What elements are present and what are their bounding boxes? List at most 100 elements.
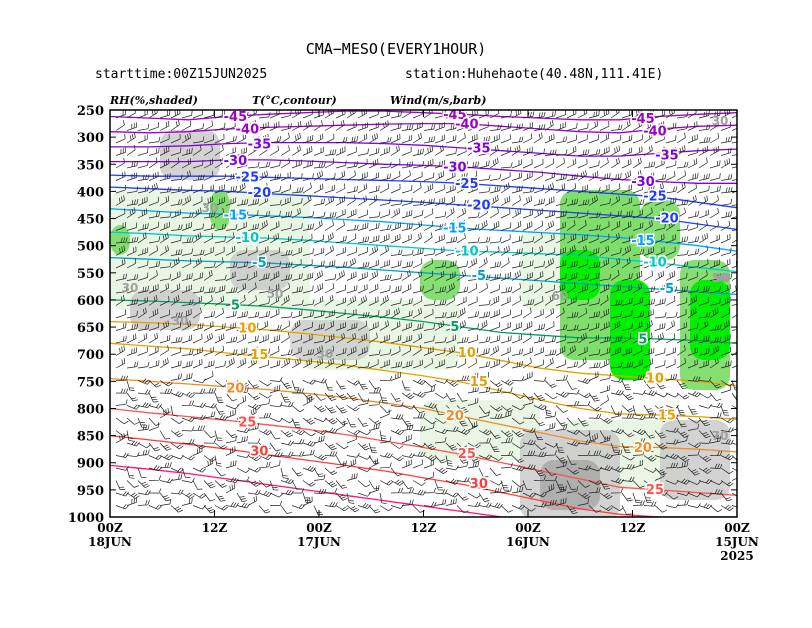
- wind-barb: [533, 404, 547, 411]
- wind-barb: [566, 311, 579, 319]
- wind-barb: [236, 247, 248, 256]
- temperature-label: 10: [458, 346, 476, 361]
- wind-barb: [621, 430, 635, 438]
- wind-barb: [434, 246, 445, 256]
- wind-barb: [258, 112, 271, 119]
- wind-barb: [357, 195, 367, 206]
- wind-barb: [335, 284, 347, 294]
- wind-barb: [687, 261, 700, 269]
- wind-barb: [357, 209, 368, 219]
- wind-barb: [544, 182, 554, 194]
- wind-barb: [720, 454, 734, 461]
- wind-barb: [511, 348, 524, 356]
- wind-barb: [302, 348, 315, 356]
- wind-barb: [566, 158, 577, 169]
- wind-barb: [159, 345, 169, 356]
- wind-barb: [203, 480, 216, 489]
- wind-barb: [401, 310, 413, 319]
- wind-barb: [577, 323, 590, 331]
- wind-barb: [214, 492, 226, 502]
- wind-barb: [346, 295, 357, 306]
- wind-barb: [621, 184, 632, 194]
- wind-barb: [236, 333, 247, 344]
- wind-barb: [379, 436, 392, 444]
- wind-barb: [698, 258, 709, 269]
- wind-barb: [643, 185, 655, 194]
- wind-barb: [368, 185, 380, 194]
- temperature-label: -40: [455, 118, 479, 133]
- wind-barb: [115, 208, 126, 219]
- temperature-label: -45: [443, 108, 467, 123]
- y-tick-label: 900: [77, 457, 104, 472]
- wind-barb: [115, 417, 129, 425]
- wind-barb: [126, 440, 140, 447]
- wind-barb: [566, 260, 578, 269]
- wind-barb: [291, 223, 303, 231]
- wind-barb: [401, 161, 414, 169]
- wind-barb: [148, 147, 160, 156]
- wind-barb: [511, 235, 523, 244]
- wind-barb: [511, 159, 522, 169]
- wind-barb: [676, 224, 689, 231]
- wind-barb: [225, 460, 237, 469]
- temperature-label: 25: [458, 447, 476, 462]
- wind-barb: [445, 148, 457, 156]
- wind-barb: [676, 455, 690, 463]
- wind-barb: [599, 435, 611, 444]
- wind-barb: [181, 120, 192, 131]
- wind-barb: [500, 110, 512, 119]
- wind-barb: [643, 161, 656, 169]
- wind-barb: [511, 195, 521, 206]
- wind-barb: [126, 430, 134, 442]
- wind-barb: [610, 220, 621, 231]
- wind-barb: [269, 346, 280, 356]
- wind-barb: [115, 195, 125, 206]
- wind-barb: [291, 346, 302, 356]
- wind-barb: [434, 184, 445, 194]
- wind-barb: [445, 260, 457, 269]
- wind-barb: [478, 198, 491, 206]
- wind-barb: [291, 380, 301, 391]
- wind-barb: [335, 332, 345, 344]
- wind-barb: [137, 134, 148, 144]
- wind-barb: [654, 442, 668, 450]
- wind-barb: [500, 146, 511, 156]
- wind-barb: [357, 502, 371, 509]
- wind-barb: [137, 480, 150, 488]
- wind-barb: [324, 480, 338, 488]
- wind-barb: [313, 435, 325, 444]
- wind-barb: [170, 373, 182, 381]
- temperature-label: -15: [443, 222, 467, 237]
- wind-barb: [225, 147, 236, 156]
- wind-barb: [115, 245, 125, 256]
- wind-barb: [434, 347, 446, 356]
- wind-barb: [478, 245, 488, 256]
- wind-barb: [313, 234, 324, 244]
- wind-barb: [577, 439, 591, 445]
- wind-barb: [203, 505, 216, 514]
- wind-barb: [313, 474, 326, 481]
- wind-barb: [709, 307, 719, 319]
- wind-barb: [533, 359, 544, 369]
- wind-barb: [632, 438, 646, 444]
- temperature-label: -5: [660, 282, 674, 297]
- wind-barb: [247, 223, 259, 231]
- wind-barb: [170, 186, 183, 194]
- wind-barb: [115, 295, 125, 306]
- wind-barb: [566, 336, 579, 344]
- wind-barb: [269, 500, 283, 506]
- wind-barb: [324, 357, 334, 369]
- wind-barb: [258, 210, 270, 219]
- wind-barb: [368, 321, 379, 331]
- wind-barb: [159, 283, 170, 294]
- wind-barb: [500, 134, 511, 144]
- wind-barb: [269, 324, 282, 331]
- wind-barb: [676, 161, 689, 169]
- temperature-label: 10: [238, 322, 256, 337]
- wind-barb: [291, 388, 305, 394]
- wind-barb: [170, 133, 181, 144]
- wind-barb: [709, 273, 722, 281]
- wind-barb: [687, 195, 697, 206]
- wind-barb: [269, 199, 282, 206]
